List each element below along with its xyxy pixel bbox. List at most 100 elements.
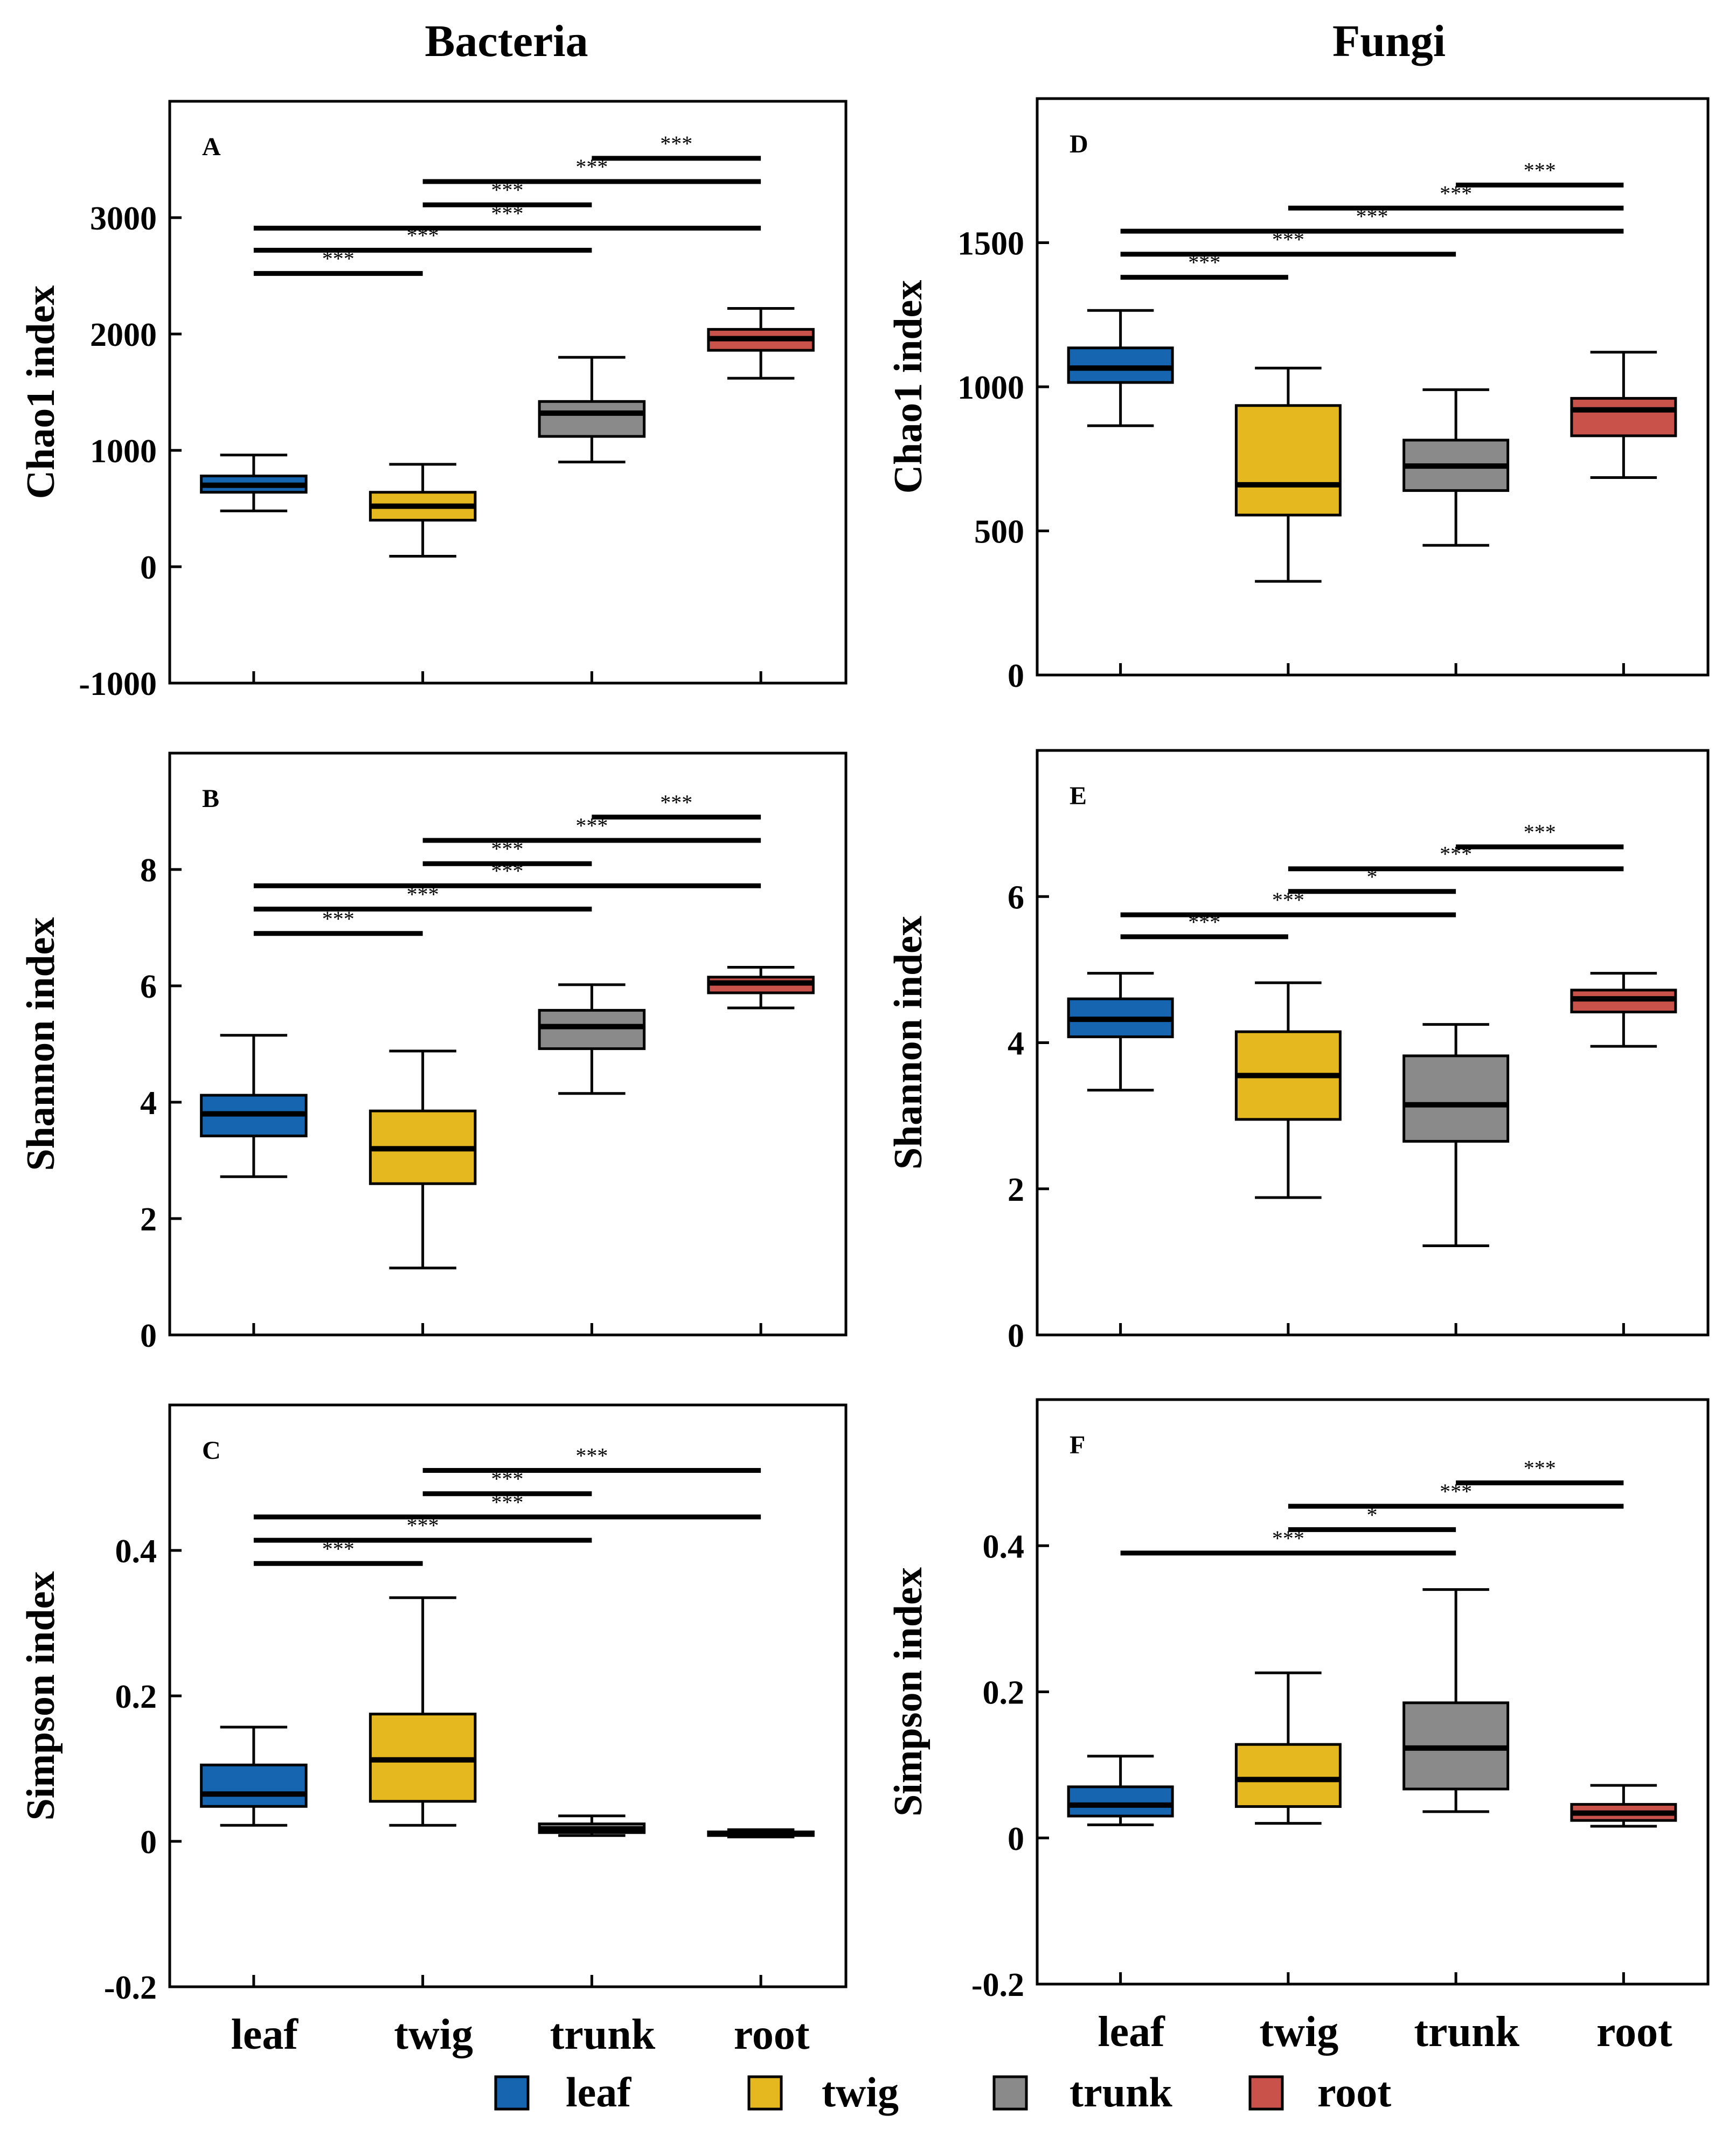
- panel-a-box-twig: [369, 463, 477, 558]
- panel-c-ytick-label: 0.4: [115, 1533, 157, 1570]
- panel-f-category-label-root: root: [1596, 2008, 1672, 2056]
- panel-e-letter: E: [1070, 782, 1087, 810]
- panel-a-sig-label-5: ***: [660, 131, 692, 156]
- column-title-bacteria: Bacteria: [425, 16, 588, 66]
- panel-e-sig-label-4: ***: [1524, 820, 1556, 844]
- panel-d-ytick-label: 1000: [957, 370, 1024, 406]
- panel-d-ytick-label: 500: [974, 514, 1024, 551]
- legend-label-leaf: leaf: [566, 2069, 631, 2116]
- panel-f-ylabel: Simpson index: [886, 1567, 931, 1817]
- panel-e-box-trunk: [1402, 1023, 1510, 1248]
- panel-b-box-trunk: [538, 983, 646, 1095]
- panel-b-sig-label-5: ***: [660, 790, 692, 815]
- panel-b-frame: [168, 752, 848, 1337]
- panel-b-box-root: [707, 965, 815, 1010]
- legend-label-root: root: [1317, 2069, 1391, 2116]
- panel-e-ytick-label: 2: [1008, 1172, 1024, 1208]
- panel-a-ylabel: Chao1 index: [19, 286, 63, 499]
- panel-d-iqr-root: [1570, 396, 1677, 437]
- legend-label-trunk: trunk: [1070, 2069, 1172, 2116]
- panel-d-box-twig: [1234, 366, 1342, 583]
- panel-e-box-root: [1570, 972, 1677, 1048]
- panel-d-box-leaf: [1067, 309, 1174, 427]
- panel-e-iqr-trunk: [1402, 1054, 1510, 1143]
- panel-c-box-leaf: [200, 1726, 308, 1827]
- panel-a-ytick-label: 3000: [90, 200, 157, 237]
- legend-swatch-twig: [747, 2075, 783, 2111]
- legend-swatch-leaf: [494, 2075, 530, 2111]
- panel-b-letter: B: [202, 784, 219, 813]
- panel-f-sig-label-3: ***: [1524, 1456, 1556, 1480]
- panel-f-ytick-label: 0.4: [983, 1528, 1025, 1565]
- panel-c-box-root: [707, 1828, 815, 1839]
- panel-f-letter: F: [1070, 1431, 1085, 1459]
- panel-b-ytick-label: 0: [140, 1318, 157, 1354]
- panel-d-ytick-label: 0: [1008, 658, 1024, 694]
- panel-f-box-root: [1570, 1784, 1677, 1828]
- panel-c-sig-label-4: ***: [575, 1444, 608, 1468]
- panel-c-ytick-label: 0: [140, 1824, 157, 1861]
- panel-d-letter: D: [1070, 130, 1088, 158]
- panel-f-box-leaf: [1067, 1755, 1174, 1826]
- panel-a-box-leaf: [200, 454, 308, 512]
- panel-b-iqr-trunk: [538, 1008, 646, 1050]
- panel-c-box-twig: [369, 1596, 477, 1827]
- panel-b-ylabel: Shannon index: [19, 917, 63, 1171]
- panel-c-category-label-root: root: [734, 2011, 810, 2058]
- legend-swatch-trunk: [992, 2075, 1028, 2111]
- panel-b-ytick-label: 2: [140, 1201, 157, 1238]
- panel-f-category-label-trunk: trunk: [1414, 2008, 1519, 2056]
- panel-d-box-root: [1570, 351, 1677, 479]
- panel-a-ytick-label: 1000: [90, 433, 157, 470]
- panel-b-ytick-label: 4: [140, 1085, 157, 1122]
- legend-label-twig: twig: [822, 2069, 899, 2116]
- legend-swatch-root: [1248, 2075, 1284, 2111]
- column-title-fungi: Fungi: [1332, 16, 1446, 66]
- panel-f-ytick-label: 0: [1008, 1821, 1024, 1857]
- panel-d-sig-label-4: ***: [1524, 158, 1556, 183]
- panel-c-iqr-leaf: [200, 1763, 308, 1808]
- panel-c-category-label-leaf: leaf: [231, 2011, 299, 2058]
- panel-f-box-twig: [1234, 1671, 1342, 1825]
- panel-a-box-root: [707, 307, 815, 380]
- panel-d-ylabel: Chao1 index: [886, 280, 931, 494]
- panel-f-category-label-leaf: leaf: [1098, 2008, 1165, 2056]
- panel-c-letter: C: [202, 1436, 221, 1465]
- panel-a-iqr-trunk: [538, 400, 646, 438]
- panel-f-iqr-leaf: [1067, 1785, 1174, 1818]
- panel-b-ytick-label: 8: [140, 852, 157, 889]
- panel-c-ylabel: Simpson index: [19, 1571, 63, 1821]
- panel-f-ytick-label: -0.2: [971, 1967, 1024, 2003]
- panel-f-ytick-label: 0.2: [983, 1675, 1025, 1711]
- panel-a-ytick-label: -1000: [79, 666, 157, 702]
- panel-e-box-twig: [1234, 981, 1342, 1199]
- panel-a-letter: A: [202, 133, 221, 161]
- panel-d-iqr-leaf: [1067, 346, 1174, 384]
- panel-e-frame: [1036, 749, 1710, 1337]
- panel-c-box-trunk: [538, 1814, 646, 1837]
- panel-d-box-trunk: [1402, 388, 1510, 547]
- panel-e-ylabel: Shannon index: [886, 916, 931, 1170]
- panel-c-category-label-trunk: trunk: [550, 2011, 656, 2058]
- panel-d-iqr-twig: [1234, 404, 1342, 517]
- panel-f-frame: [1036, 1398, 1710, 1986]
- panel-f-box-trunk: [1402, 1588, 1510, 1813]
- panel-c-category-label-twig: twig: [394, 2011, 473, 2058]
- panel-e-ytick-label: 4: [1008, 1026, 1024, 1062]
- panel-f-sig-label-1: *: [1367, 1502, 1378, 1527]
- panel-f-category-label-twig: twig: [1260, 2008, 1339, 2056]
- panel-a-frame: [168, 100, 848, 685]
- panel-f-iqr-twig: [1234, 1743, 1342, 1808]
- panel-b-box-twig: [369, 1049, 477, 1270]
- panel-c-ytick-label: -0.2: [104, 1970, 157, 2006]
- panel-b-ytick-label: 6: [140, 969, 157, 1005]
- panel-e-box-leaf: [1067, 972, 1174, 1092]
- panel-a-box-trunk: [538, 356, 646, 464]
- panel-a-ytick-label: 2000: [90, 317, 157, 353]
